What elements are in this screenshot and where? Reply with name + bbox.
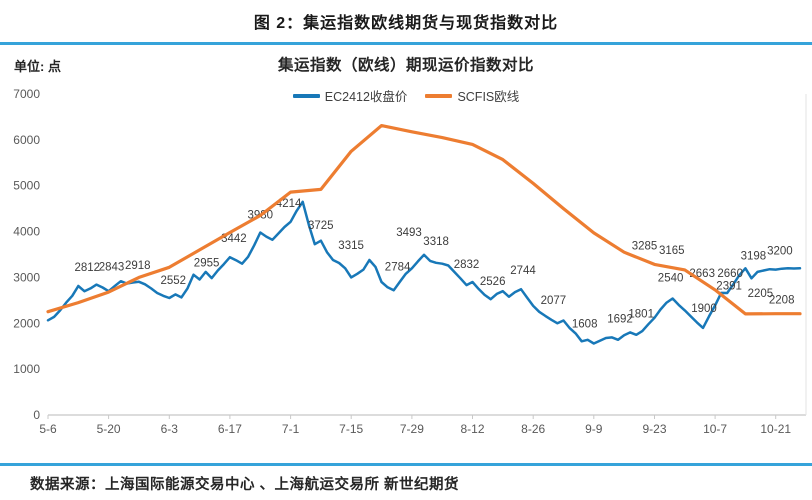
x-tick-label: 10-21: [760, 422, 791, 436]
data-label: 2744: [510, 265, 536, 277]
x-tick-label: 8-12: [460, 422, 484, 436]
y-tick-label: 3000: [13, 270, 40, 284]
data-label: 2784: [385, 261, 411, 273]
legend-label-ec2412: EC2412收盘价: [324, 90, 408, 104]
data-label: 3315: [338, 240, 364, 252]
data-label: 2077: [541, 295, 567, 307]
x-tick-label: 8-26: [521, 422, 545, 436]
legend: EC2412收盘价 SCFIS欧线: [0, 86, 812, 105]
x-tick-label: 7-1: [282, 422, 300, 436]
legend-swatch-ec2412: [292, 93, 320, 98]
y-tick-label: 0: [33, 408, 40, 422]
x-tick-label: 6-3: [161, 422, 179, 436]
unit-label: 单位: 点: [14, 59, 61, 74]
legend-item-scfis: SCFIS欧线: [425, 86, 519, 105]
data-source-note: 数据来源：上海国际能源交易中心 、上海航运交易所 新世纪期货: [30, 477, 460, 493]
legend-item-ec2412: EC2412收盘价: [292, 86, 408, 105]
data-label: 1900: [691, 303, 717, 315]
bottom-divider: [0, 463, 812, 466]
y-tick-label: 2000: [13, 316, 40, 330]
top-divider: [0, 42, 812, 45]
y-tick-label: 6000: [13, 133, 40, 147]
data-label: 2208: [769, 295, 795, 307]
data-label: 2918: [125, 260, 151, 272]
legend-label-scfis: SCFIS欧线: [457, 90, 520, 104]
x-tick-label: 5-6: [39, 422, 57, 436]
data-label: 2205: [748, 288, 774, 300]
data-label: 2526: [480, 276, 506, 288]
data-label: 2812: [75, 262, 101, 274]
y-tick-label: 5000: [13, 179, 40, 193]
x-tick-label: 5-20: [97, 422, 121, 436]
data-label: 2540: [658, 273, 684, 285]
x-tick-label: 7-29: [400, 422, 424, 436]
data-label: 2843: [99, 262, 125, 274]
x-tick-label: 9-9: [585, 422, 603, 436]
data-label: 1801: [628, 308, 654, 320]
data-label: 1692: [607, 313, 633, 325]
y-tick-label: 4000: [13, 225, 40, 239]
data-label: 3493: [396, 227, 422, 239]
data-label: 2660: [717, 268, 743, 280]
data-label: 3165: [659, 245, 685, 257]
x-tick-label: 7-15: [339, 422, 363, 436]
data-label: 3442: [221, 233, 247, 245]
data-label: 4214: [276, 198, 302, 210]
series-line-1: [46, 123, 802, 316]
data-label: 2391: [716, 280, 742, 292]
data-label: 1608: [572, 318, 598, 330]
data-label: 3725: [308, 220, 334, 232]
x-tick-label: 10-7: [703, 422, 727, 436]
legend-swatch-scfis: [425, 93, 453, 98]
data-label: 3198: [741, 250, 767, 262]
data-label: 2832: [454, 259, 480, 271]
data-label: 2552: [161, 275, 187, 287]
series-line-0: [46, 200, 802, 345]
report-figure-title: 图 2：集运指数欧线期货与现货指数对比: [253, 15, 559, 32]
x-tick-label: 9-23: [642, 422, 666, 436]
data-label: 2955: [194, 258, 220, 270]
data-label: 3285: [632, 240, 658, 252]
x-tick-label: 6-17: [218, 422, 242, 436]
data-label: 3200: [767, 245, 793, 257]
chart-title: 集运指数（欧线）期现运价指数对比: [277, 57, 534, 74]
y-tick-label: 7000: [13, 87, 40, 101]
y-tick-label: 1000: [13, 362, 40, 376]
data-label: 3318: [423, 236, 449, 248]
